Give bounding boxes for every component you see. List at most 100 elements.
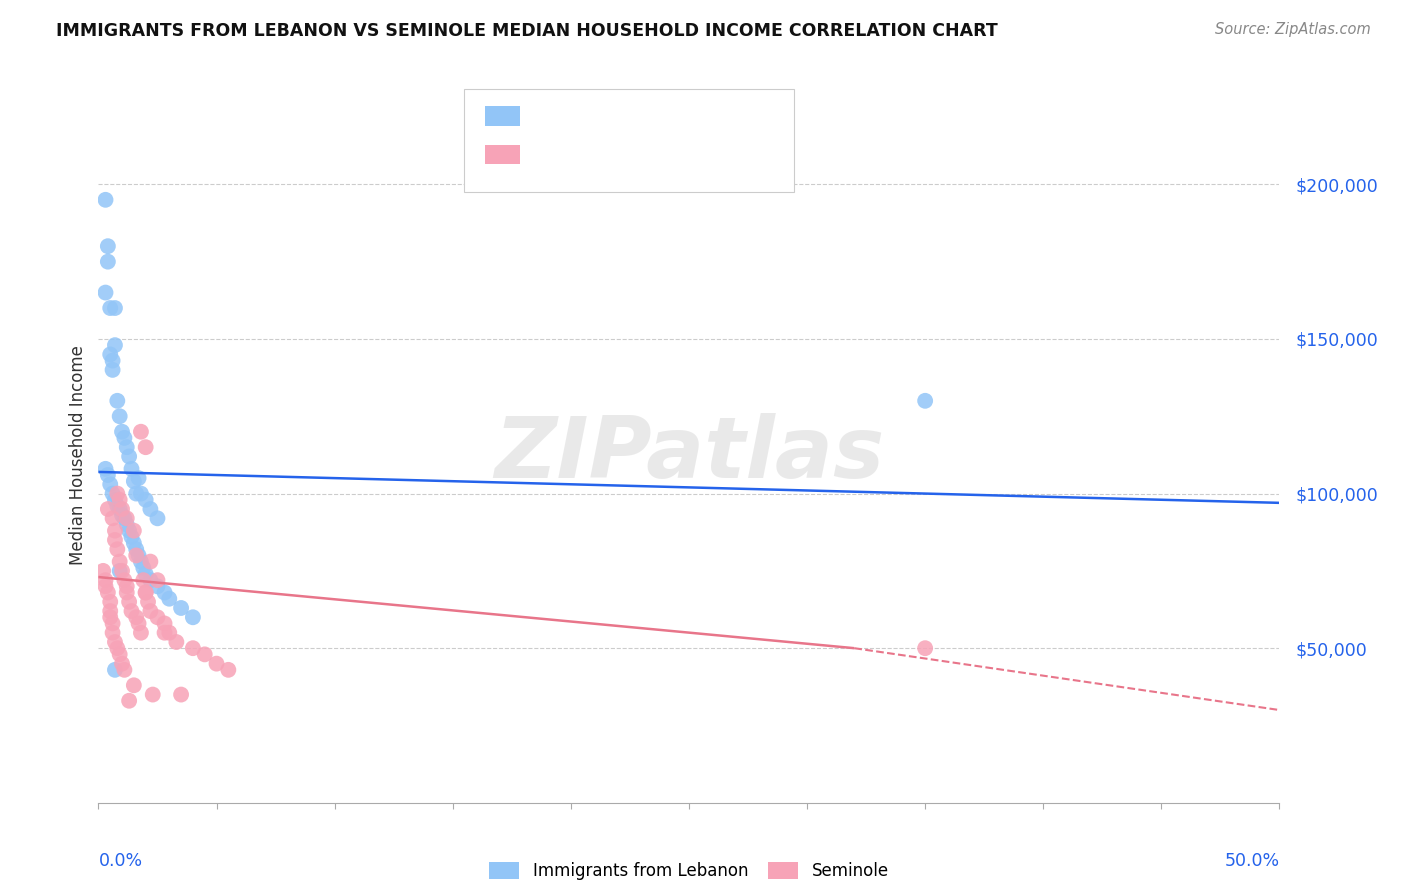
Point [121,462,143,476]
Point [108,502,131,516]
Point [98,477,121,491]
Point [157,625,180,640]
Point [97,502,120,516]
Point [118,694,141,708]
Point [104,338,127,352]
Point [128,616,150,631]
Point [111,502,134,516]
Point [129,555,152,569]
Point [105,486,128,500]
Point [125,542,148,557]
Point [125,486,148,500]
Text: ZIPatlas: ZIPatlas [494,413,884,497]
Point [97,585,120,599]
Point [105,393,128,408]
Text: N = 51: N = 51 [682,107,748,125]
Point [146,579,169,593]
Point [121,604,143,618]
Point [115,440,138,454]
Point [122,474,145,488]
Point [146,573,169,587]
Point [105,641,128,656]
Point [108,648,131,662]
Point [91,564,114,578]
Point [97,254,120,268]
Point [98,604,121,618]
Text: 50.0%: 50.0% [1225,852,1279,870]
Point [112,663,135,677]
Point [135,585,157,599]
Point [205,657,228,671]
Point [94,193,117,207]
Point [115,511,138,525]
Point [139,604,162,618]
Point [94,579,117,593]
Point [153,625,176,640]
Point [108,555,131,569]
Point [101,363,124,377]
Text: R = -0.177: R = -0.177 [531,145,620,163]
Point [142,688,165,702]
Point [194,648,217,662]
Point [129,625,152,640]
Point [132,561,155,575]
Point [128,471,150,485]
Point [914,641,936,656]
Point [112,573,135,587]
Point [94,285,117,300]
Point [101,625,124,640]
Point [108,492,131,507]
Point [105,542,128,557]
Point [121,530,143,544]
Point [217,663,239,677]
Point [135,440,157,454]
Point [101,353,124,368]
Point [104,524,127,538]
Point [112,511,135,525]
Point [153,616,176,631]
Point [181,641,204,656]
Text: N = 58: N = 58 [682,145,748,163]
Point [914,393,936,408]
Point [170,601,193,615]
Point [105,499,128,513]
Point [108,409,131,424]
Point [165,635,187,649]
Point [129,486,152,500]
Point [170,688,193,702]
Point [104,635,127,649]
Point [115,579,138,593]
Point [139,555,162,569]
Point [94,462,117,476]
Point [153,585,176,599]
Point [104,492,127,507]
Point [146,511,169,525]
Point [104,663,127,677]
Point [181,610,204,624]
Point [118,524,141,538]
Point [101,511,124,525]
Point [101,616,124,631]
Point [129,425,152,439]
Point [111,657,134,671]
Point [132,573,155,587]
Point [98,347,121,361]
Point [136,595,159,609]
Point [101,486,124,500]
Point [125,549,148,563]
Point [118,450,141,464]
Y-axis label: Median Household Income: Median Household Income [69,345,87,565]
Point [98,301,121,315]
Point [97,468,120,483]
Legend: Immigrants from Lebanon, Seminole: Immigrants from Lebanon, Seminole [481,854,897,888]
Point [157,591,180,606]
Point [139,573,162,587]
Text: Source: ZipAtlas.com: Source: ZipAtlas.com [1215,22,1371,37]
Text: IMMIGRANTS FROM LEBANON VS SEMINOLE MEDIAN HOUSEHOLD INCOME CORRELATION CHART: IMMIGRANTS FROM LEBANON VS SEMINOLE MEDI… [56,22,998,40]
Point [135,492,157,507]
Point [108,564,131,578]
Point [104,533,127,547]
Point [122,678,145,692]
Point [122,536,145,550]
Point [115,517,138,532]
